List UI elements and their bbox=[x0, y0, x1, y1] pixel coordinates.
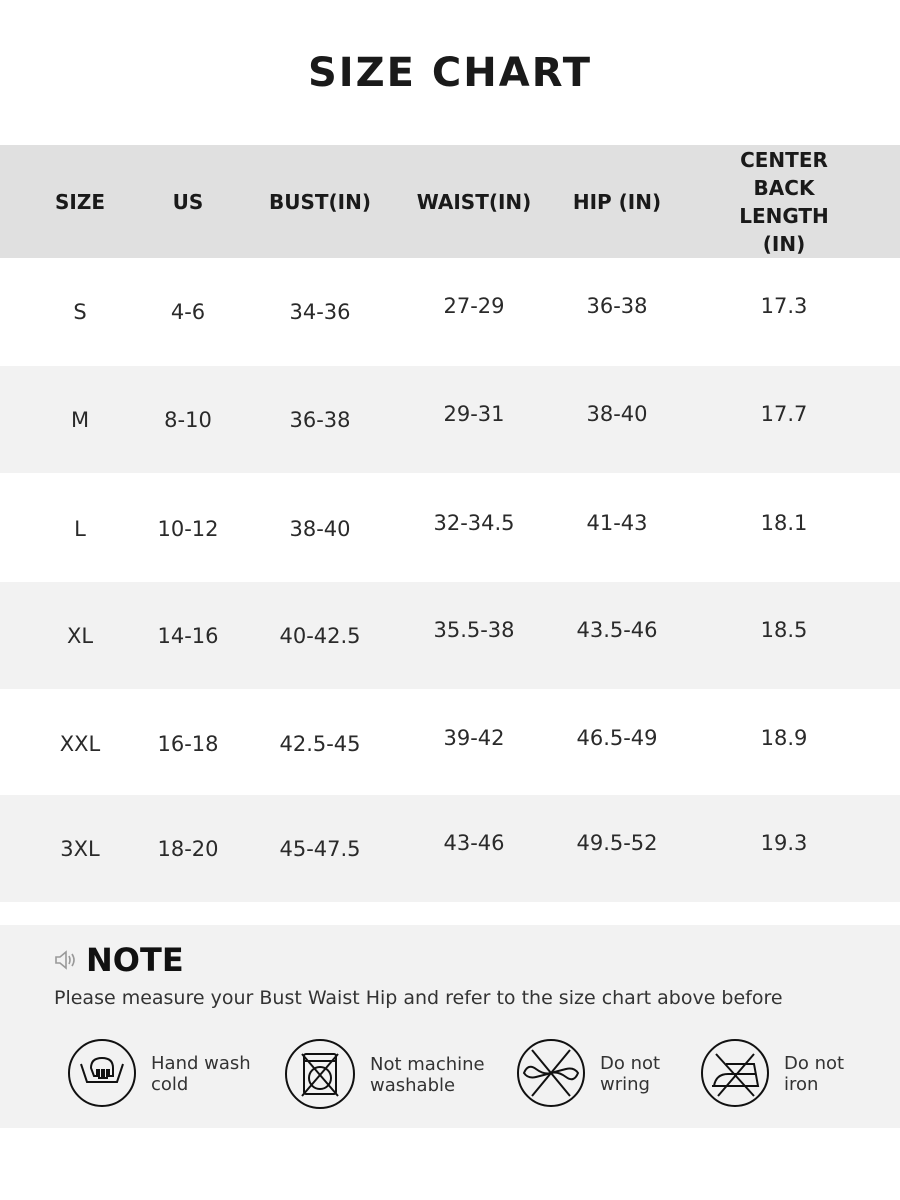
table-header: SIZE US BUST(IN) WAIST(IN) HIP (IN) CENTER BA… bbox=[0, 145, 900, 258]
cell-center-back-length: 19.3 bbox=[760, 830, 808, 855]
cell-size: S bbox=[73, 299, 87, 324]
table-row: S 4-6 34-36 27-29 36-38 17.3 bbox=[0, 258, 900, 365]
care-item-do-not-iron: Do not iron bbox=[700, 1038, 844, 1112]
cell-bust: 38-40 bbox=[289, 516, 351, 541]
cell-size: M bbox=[70, 407, 90, 432]
table-row: L 10-12 38-40 32-34.5 41-43 18.1 bbox=[0, 475, 900, 582]
table-row: XXL 16-18 42.5-45 39-42 46.5-49 18.9 bbox=[0, 690, 900, 797]
cell-waist: 32-34.5 bbox=[433, 510, 515, 535]
care-item-hand-wash: Hand wash cold bbox=[67, 1038, 251, 1112]
cell-size: XXL bbox=[59, 731, 101, 756]
table-row: 3XL 18-20 45-47.5 43-46 49.5-52 19.3 bbox=[0, 795, 900, 902]
column-header-waist: WAIST(IN) bbox=[416, 189, 532, 214]
cell-bust: 34-36 bbox=[289, 299, 351, 324]
note-title: NOTE bbox=[86, 941, 184, 979]
cell-center-back-length: 17.3 bbox=[760, 293, 808, 318]
page-title: SIZE CHART bbox=[307, 50, 593, 96]
hand-wash-icon bbox=[67, 1038, 137, 1112]
note-text: Please measure your Bust Waist Hip and r… bbox=[54, 987, 783, 1009]
cell-us: 14-16 bbox=[157, 623, 219, 648]
cell-waist: 27-29 bbox=[443, 293, 505, 318]
cell-waist: 29-31 bbox=[443, 401, 505, 426]
cell-waist: 43-46 bbox=[443, 830, 505, 855]
cell-hip: 43.5-46 bbox=[576, 617, 658, 642]
cell-hip: 46.5-49 bbox=[576, 725, 658, 750]
cell-us: 4-6 bbox=[170, 299, 206, 324]
cell-us: 16-18 bbox=[157, 731, 219, 756]
cell-bust: 40-42.5 bbox=[279, 623, 361, 648]
cell-hip: 41-43 bbox=[586, 510, 648, 535]
table-row: XL 14-16 40-42.5 35.5-38 43.5-46 18.5 bbox=[0, 582, 900, 689]
column-header-bust: BUST(IN) bbox=[269, 189, 371, 214]
cell-size: XL bbox=[66, 623, 94, 648]
care-label: Do not wring bbox=[600, 1053, 661, 1095]
cell-waist: 39-42 bbox=[443, 725, 505, 750]
table-row: M 8-10 36-38 29-31 38-40 17.7 bbox=[0, 366, 900, 473]
cell-bust: 36-38 bbox=[289, 407, 351, 432]
cell-center-back-length: 18.5 bbox=[760, 617, 808, 642]
no-machine-wash-icon bbox=[284, 1038, 356, 1114]
do-not-wring-icon bbox=[516, 1038, 586, 1112]
cell-us: 8-10 bbox=[164, 407, 212, 432]
cell-waist: 35.5-38 bbox=[433, 617, 515, 642]
cell-hip: 36-38 bbox=[586, 293, 648, 318]
cell-size: L bbox=[74, 516, 86, 541]
cell-center-back-length: 17.7 bbox=[760, 401, 808, 426]
note-panel: NOTE Please measure your Bust Waist Hip … bbox=[0, 925, 900, 1128]
column-header-us: US bbox=[172, 189, 204, 214]
note-heading: NOTE bbox=[54, 941, 184, 979]
cell-hip: 38-40 bbox=[586, 401, 648, 426]
care-label: Not machine washable bbox=[370, 1054, 485, 1096]
cell-us: 18-20 bbox=[157, 836, 219, 861]
speaker-icon bbox=[54, 941, 78, 979]
cell-center-back-length: 18.9 bbox=[760, 725, 808, 750]
cell-bust: 42.5-45 bbox=[279, 731, 361, 756]
care-label: Hand wash cold bbox=[151, 1053, 251, 1095]
cell-bust: 45-47.5 bbox=[279, 836, 361, 861]
care-label: Do not iron bbox=[784, 1053, 845, 1095]
care-item-do-not-wring: Do not wring bbox=[516, 1038, 660, 1112]
cell-hip: 49.5-52 bbox=[576, 830, 658, 855]
cell-size: 3XL bbox=[60, 836, 100, 861]
cell-us: 10-12 bbox=[157, 516, 219, 541]
column-header-center-back-length: CENTER BACK LENGTH (IN) bbox=[739, 147, 829, 256]
do-not-iron-icon bbox=[700, 1038, 770, 1112]
cell-center-back-length: 18.1 bbox=[760, 510, 808, 535]
column-header-hip: HIP (IN) bbox=[572, 189, 662, 214]
care-item-no-machine-wash: Not machine washable bbox=[284, 1038, 485, 1114]
column-header-size: SIZE bbox=[54, 189, 106, 214]
